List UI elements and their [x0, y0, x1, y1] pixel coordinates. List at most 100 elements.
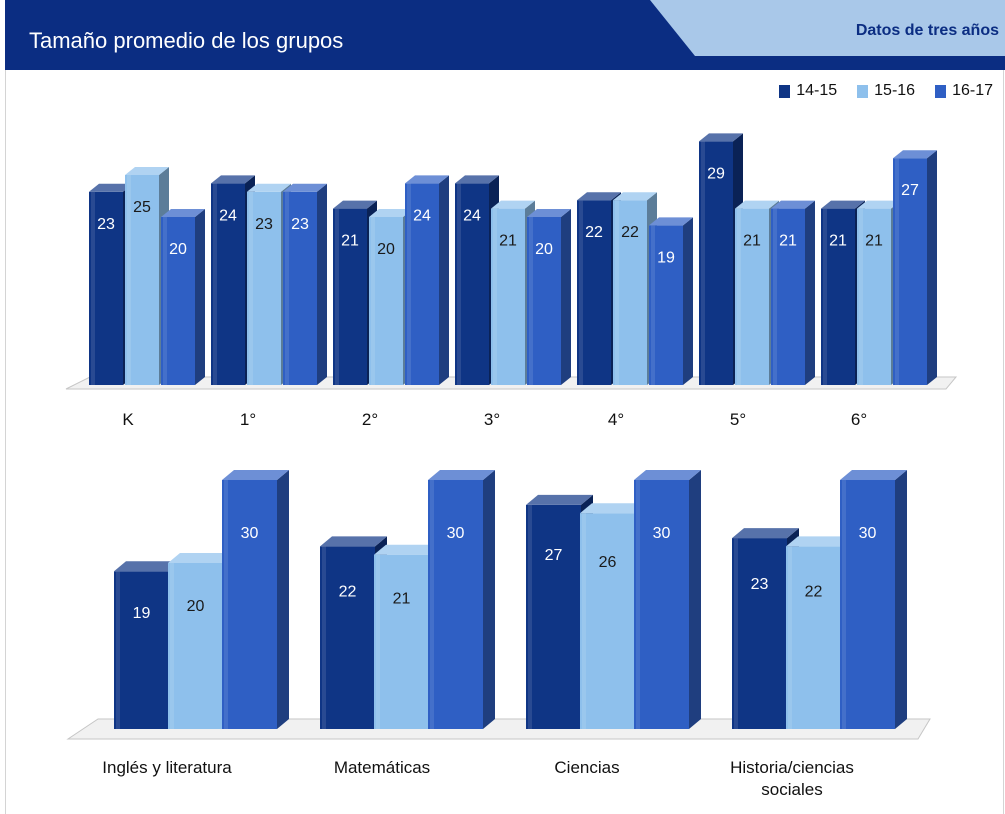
bar-top	[735, 200, 779, 209]
bar-front	[732, 538, 787, 729]
bar-front	[222, 480, 277, 729]
bar-value-label: 19	[657, 249, 675, 266]
bar-value-label: 21	[341, 233, 359, 250]
bar-2-3-3	[634, 470, 701, 729]
bar-2-2-3	[428, 470, 495, 729]
bar-1-2-3	[283, 183, 327, 385]
chart-legend: 14-15 15-16 16-17	[779, 82, 993, 100]
frame-right-border	[1003, 70, 1004, 814]
bar-value-label: 24	[219, 207, 237, 224]
frame-left-border	[5, 70, 6, 814]
bar-value-label: 20	[169, 241, 187, 258]
bar-value-label: 27	[545, 547, 563, 564]
bar-value-label: 30	[241, 525, 259, 542]
category-label: 5°	[730, 410, 746, 429]
bar-highlight	[371, 217, 375, 385]
bar-highlight	[737, 208, 741, 385]
category-label: K	[122, 410, 134, 429]
bar-value-label: 24	[413, 207, 431, 224]
bar-top	[821, 200, 865, 209]
category-label: 6°	[851, 410, 867, 429]
bar-value-label: 25	[133, 199, 151, 216]
bar-top	[320, 536, 387, 547]
bar-top	[222, 470, 289, 480]
bar-highlight	[651, 225, 655, 385]
legend-item-16-17: 16-17	[935, 82, 993, 100]
bar-top	[634, 470, 701, 480]
bar-top	[732, 528, 799, 539]
bar-top	[455, 175, 499, 184]
bar-2-1-3	[222, 470, 289, 729]
bar-side	[561, 209, 571, 385]
bar-value-label: 27	[901, 182, 919, 199]
bar-top	[405, 175, 449, 184]
bar-side	[927, 150, 937, 385]
bar-top	[580, 503, 647, 514]
bar-top	[699, 133, 743, 142]
bar-1-4-3	[527, 209, 571, 385]
bar-top	[369, 209, 413, 217]
bar-top	[840, 470, 907, 480]
bar-top	[283, 183, 327, 192]
category-label: 3°	[484, 410, 500, 429]
header-tab: Datos de tres años	[650, 0, 1005, 56]
bar-highlight	[285, 191, 289, 385]
bar-highlight	[895, 158, 899, 385]
bar-value-label: 22	[805, 583, 823, 600]
legend-item-14-15: 14-15	[779, 82, 837, 100]
bar-highlight	[213, 183, 217, 385]
bar-top	[491, 200, 535, 209]
bar-value-label: 22	[585, 224, 603, 241]
bar-highlight	[407, 183, 411, 385]
legend-swatch-14-15	[779, 84, 791, 98]
bar-top	[771, 200, 815, 209]
bar-highlight	[457, 183, 461, 385]
chart-panel-2: 19 20 30 Inglés y literatura 22 21 30 Matemátic…	[66, 470, 931, 799]
bar-highlight	[224, 480, 228, 729]
bar-front	[320, 546, 375, 729]
bar-top	[613, 192, 657, 201]
bar-top	[125, 167, 169, 175]
bar-top	[333, 200, 377, 209]
bar-highlight	[528, 504, 532, 729]
bar-side	[195, 209, 205, 385]
bar-side	[317, 183, 327, 385]
category-label: Historia/ciencias sociales	[730, 758, 854, 799]
bar-highlight	[615, 200, 619, 385]
bar-front	[840, 480, 895, 729]
category-label: Matemáticas	[334, 758, 430, 777]
bar-highlight	[249, 191, 253, 385]
chart-panel-1: 23 25 20 K 24 23 23 1° 21 20 24 2° 24 21 20 3° 22 22 19 4° 2…	[65, 133, 958, 429]
bar-value-label: 20	[535, 241, 553, 258]
bar-front	[428, 480, 483, 729]
bar-top	[89, 183, 133, 192]
legend-label: 14-15	[796, 82, 838, 99]
bar-value-label: 24	[463, 207, 481, 224]
bar-value-label: 20	[377, 241, 395, 258]
bar-top	[893, 150, 937, 159]
page-subtitle: Datos de tres años	[855, 22, 999, 39]
category-label: Inglés y literatura	[102, 758, 232, 777]
bar-top	[114, 561, 181, 572]
bar-top	[577, 192, 621, 201]
bar-value-label: 20	[187, 598, 205, 615]
legend-label: 15-16	[874, 82, 916, 99]
bar-top	[857, 200, 901, 209]
bar-1-6-3	[771, 200, 815, 385]
bar-highlight	[430, 480, 434, 729]
bar-side	[689, 470, 701, 729]
bar-value-label: 30	[859, 525, 877, 542]
bar-value-label: 26	[599, 554, 617, 571]
bar-front	[580, 513, 635, 729]
category-label-line: Historia/ciencias	[730, 758, 854, 777]
bar-value-label: 21	[865, 233, 883, 250]
bar-value-label: 22	[621, 224, 639, 241]
bar-1-7-3	[893, 150, 937, 385]
page-title: Tamaño promedio de los grupos	[29, 28, 344, 53]
bar-value-label: 21	[393, 591, 411, 608]
bar-highlight	[734, 538, 738, 729]
bar-1-3-3	[405, 175, 449, 385]
bar-front	[374, 554, 429, 729]
category-label-line: sociales	[761, 780, 822, 799]
